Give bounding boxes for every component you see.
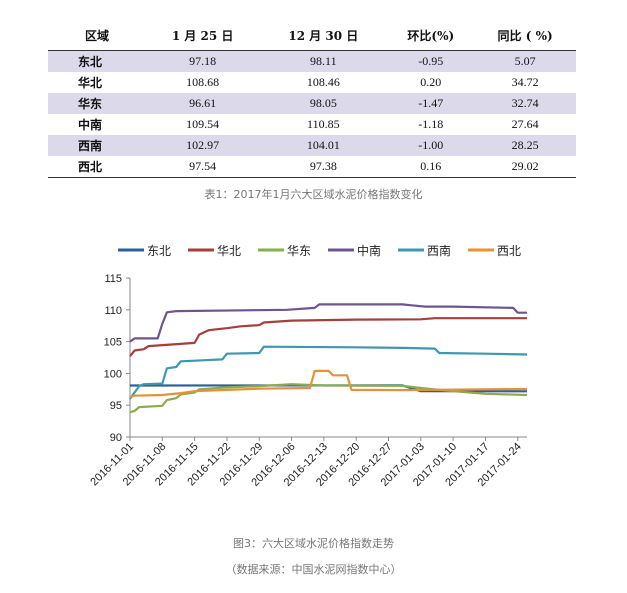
- value-cell: 0.20: [420, 75, 442, 89]
- header-jan25: 1 月 25 日: [145, 20, 260, 51]
- table-row: 华东 96.61 98.05 -1.47 32.74: [48, 93, 576, 114]
- value-cell: 109.54: [186, 117, 220, 131]
- value-cell: 102.97: [145, 135, 260, 156]
- y-tick-label: 90: [110, 432, 122, 444]
- value-cell: 97.54: [145, 156, 260, 178]
- region-cell: 华北: [78, 76, 103, 90]
- region-cell: 西南: [48, 135, 146, 156]
- region-cell: 中南: [78, 118, 103, 132]
- value-cell: 110.85: [307, 117, 340, 131]
- value-cell: 27.64: [511, 117, 539, 131]
- table-row: 中南 109.54 110.85 -1.18 27.64: [48, 114, 576, 135]
- region-cell: 西北: [48, 156, 146, 178]
- series-line-华东: [129, 383, 528, 414]
- value-cell: -1.18: [418, 117, 444, 131]
- value-cell: 28.25: [474, 135, 576, 156]
- legend-label: 西北: [497, 244, 521, 258]
- y-tick-label: 95: [110, 400, 122, 412]
- value-cell: 29.02: [474, 156, 576, 178]
- value-cell: 108.68: [186, 75, 220, 89]
- value-cell: 97.38: [259, 156, 388, 178]
- figure-source: （数据来源：中国水泥网指数中心）: [225, 563, 402, 576]
- header-mom: 环比(%): [387, 20, 475, 51]
- legend-label: 华北: [217, 244, 241, 258]
- table-row: 西南 102.97 104.01 -1.00 28.25: [48, 135, 576, 156]
- table-row: 华北 108.68 108.46 0.20 34.72: [48, 72, 576, 93]
- value-cell: 32.74: [474, 93, 576, 114]
- region-cell: 东北: [48, 50, 146, 72]
- series-line-华北: [129, 317, 527, 357]
- y-tick-label: 100: [104, 368, 122, 380]
- value-cell: 98.05: [259, 93, 388, 114]
- value-cell: 108.46: [306, 75, 340, 89]
- price-index-chart: 东北 华北 华东 中南 西南 西北90951001051101152016-11-0120…: [88, 243, 528, 489]
- value-cell: 98.11: [259, 50, 388, 72]
- table-header-row: 区域 1 月 25 日 12 月 30 日 环比(%) 同比 ( %): [48, 20, 576, 51]
- header-yoy: 同比 ( %): [474, 20, 576, 51]
- table-row: 东北 97.18 98.11 -0.95 5.07: [48, 50, 576, 72]
- y-tick-label: 105: [104, 337, 122, 349]
- legend-label: 中南: [357, 243, 381, 258]
- value-cell: -0.95: [387, 50, 475, 72]
- region-cell: 华东: [48, 93, 146, 114]
- value-cell: 104.01: [259, 135, 388, 156]
- value-cell: 0.16: [387, 156, 475, 178]
- series-line-西北: [129, 369, 528, 398]
- value-cell: 34.72: [511, 75, 539, 89]
- y-tick-label: 115: [104, 273, 122, 285]
- legend-label: 西南: [427, 243, 451, 258]
- value-cell: 96.61: [145, 93, 260, 114]
- header-dec30: 12 月 30 日: [259, 20, 388, 51]
- y-tick-label: 110: [104, 305, 122, 317]
- value-cell: -1.47: [387, 93, 475, 114]
- table-caption: 表1：2017年1月六大区域水泥价格指数变化: [204, 188, 423, 201]
- figure-caption: 图3：六大区域水泥价格指数走势: [233, 537, 394, 550]
- value-cell: 5.07: [474, 50, 576, 72]
- value-cell: -1.00: [387, 135, 475, 156]
- index-table: 区域 1 月 25 日 12 月 30 日 环比(%) 同比 ( %) 东北 97…: [48, 20, 576, 178]
- legend-label: 东北: [147, 244, 171, 258]
- series-line-西南: [129, 345, 528, 400]
- value-cell: 97.18: [145, 50, 260, 72]
- header-region: 区域: [48, 20, 146, 51]
- table-body: 东北 97.18 98.11 -0.95 5.07 华北 108.68 108.46 0.20 3…: [48, 50, 576, 178]
- table-row: 西北 97.54 97.38 0.16 29.02: [48, 156, 576, 178]
- series-line-中南: [129, 303, 527, 343]
- legend-label: 华东: [287, 244, 311, 258]
